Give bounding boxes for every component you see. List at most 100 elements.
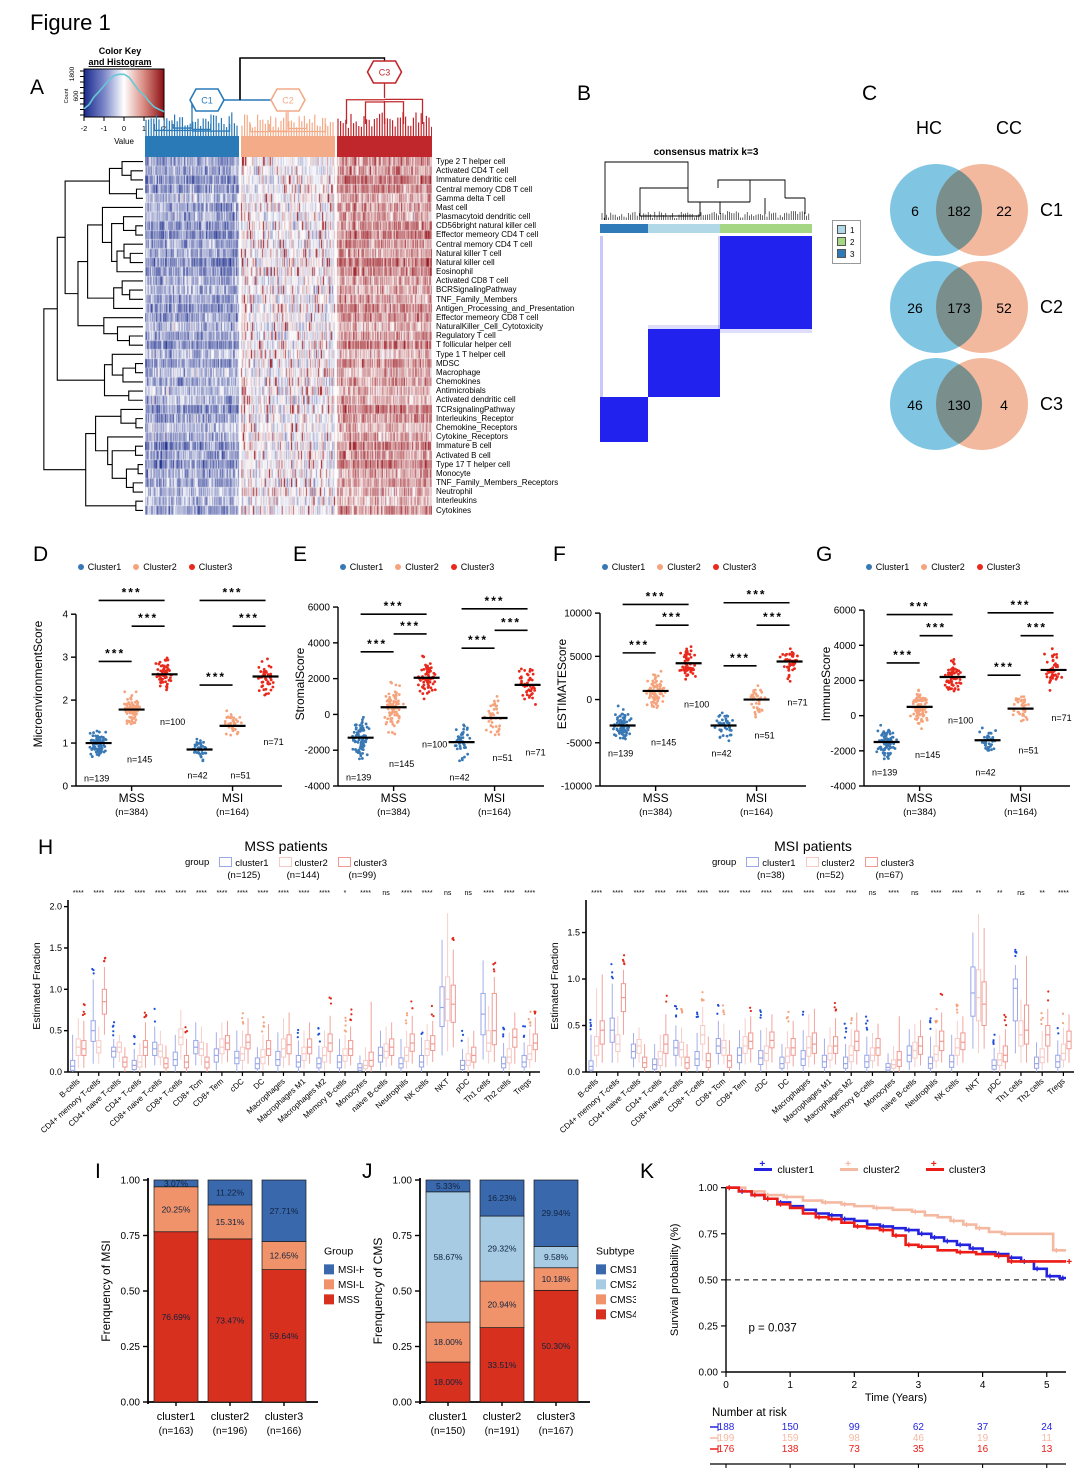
legend-title: group <box>711 857 737 868</box>
heatmap-row-label: Antigen_Processing_and_Presentation <box>436 303 575 313</box>
svg-text:****: **** <box>782 890 793 897</box>
svg-text:****: **** <box>155 890 166 897</box>
svg-text:4: 4 <box>980 1380 986 1391</box>
venn-left-count: 46 <box>907 397 923 413</box>
legend-label: Cluster2 <box>405 562 439 572</box>
svg-text:***: *** <box>1011 598 1031 612</box>
panel-label-b: B <box>577 82 592 105</box>
svg-text:***: *** <box>730 651 750 665</box>
jitter-panel-g: Cluster1 Cluster2 Cluster3 -4000 -2000 0 2000 4… <box>818 562 1074 829</box>
svg-text:-2000: -2000 <box>830 746 856 757</box>
consensus-block <box>717 236 720 329</box>
svg-text:18.00%: 18.00% <box>434 1377 463 1387</box>
svg-text:13: 13 <box>1041 1444 1053 1455</box>
svg-text:19: 19 <box>977 1433 989 1444</box>
svg-text:****: **** <box>504 890 515 897</box>
svg-text:9.58%: 9.58% <box>544 1252 569 1262</box>
svg-text:ns: ns <box>444 890 452 897</box>
legend-label: 2 <box>850 238 855 247</box>
svg-text:****: **** <box>360 890 371 897</box>
svg-text:n=51: n=51 <box>1018 745 1038 755</box>
svg-text:4000: 4000 <box>308 638 331 649</box>
svg-text:37: 37 <box>977 1422 989 1433</box>
svg-text:****: **** <box>931 890 942 897</box>
svg-text:-5000: -5000 <box>566 738 592 749</box>
svg-text:MicroenvironmentScore: MicroenvironmentScore <box>31 620 45 747</box>
svg-text:0.75: 0.75 <box>393 1231 413 1242</box>
svg-text:15.31%: 15.31% <box>216 1217 245 1227</box>
legend-n: (n=144) <box>286 869 320 881</box>
venn-overlap-count: 130 <box>947 397 971 413</box>
svg-text:0.50: 0.50 <box>393 1287 413 1298</box>
svg-text:(n=163): (n=163) <box>159 1426 194 1437</box>
venn-row-label: C1 <box>1040 200 1064 220</box>
svg-text:1.0: 1.0 <box>567 974 580 984</box>
svg-text:Value: Value <box>114 137 134 146</box>
svg-text:(n=164): (n=164) <box>216 807 249 818</box>
svg-text:(n=164): (n=164) <box>1004 807 1037 818</box>
svg-text:****: **** <box>422 890 433 897</box>
svg-text:Count: Count <box>64 88 70 103</box>
legend-dot <box>657 564 664 570</box>
heatmap-row-label: Eosinophil <box>436 267 473 277</box>
svg-text:n=100: n=100 <box>948 716 973 726</box>
svg-text:0.75: 0.75 <box>699 1229 719 1240</box>
consensus-dendrogram <box>601 161 810 220</box>
svg-text:73.47%: 73.47% <box>216 1315 245 1325</box>
svg-text:****: **** <box>278 890 289 897</box>
heatmap-row-label: Mast cell <box>436 202 468 212</box>
column-dendrogram: C1 C2 C3 <box>145 57 432 157</box>
legend-label: Cluster1 <box>611 562 646 572</box>
svg-text:(n=196): (n=196) <box>213 1426 248 1437</box>
svg-text:***: *** <box>629 638 649 652</box>
svg-text:n=71: n=71 <box>787 698 807 708</box>
legend-line <box>925 1159 944 1171</box>
jitter-panel-d: Cluster1 Cluster2 Cluster3 0 1 2 3 4 Microenviro… <box>30 562 286 829</box>
svg-text:ns: ns <box>869 890 877 897</box>
consensus-block <box>719 236 812 329</box>
svg-text:-2: -2 <box>81 124 88 133</box>
legend-label: Cluster3 <box>460 562 495 572</box>
venn-circle <box>936 164 1028 256</box>
svg-text:****: **** <box>114 890 125 897</box>
svg-text:1: 1 <box>142 124 146 133</box>
svg-text:n=139: n=139 <box>608 749 633 759</box>
svg-text:C3: C3 <box>379 68 391 78</box>
svg-text:***: *** <box>646 589 666 603</box>
svg-text:n=145: n=145 <box>389 759 414 769</box>
svg-text:cluster2: cluster2 <box>211 1411 250 1423</box>
svg-text:****: **** <box>803 890 814 897</box>
heatmap-row-label: Macrophage <box>436 367 481 377</box>
legend-dot <box>601 564 608 570</box>
legend-box-glyph <box>746 857 760 867</box>
svg-text:199: 199 <box>718 1433 735 1444</box>
heatmap-row-label: Regulatory T cell <box>436 331 496 341</box>
svg-text:****: **** <box>761 890 772 897</box>
svg-text:Tregs: Tregs <box>512 1077 533 1097</box>
svg-text:CMS1: CMS1 <box>610 1265 636 1276</box>
survival-panel: cluster1 cluster2 cluster3 0.00 0.25 0.50 0.75… <box>660 1159 1080 1468</box>
svg-text:2000: 2000 <box>834 676 857 687</box>
svg-text:6000: 6000 <box>308 603 331 614</box>
svg-text:n=51: n=51 <box>230 771 250 781</box>
consensus-block <box>600 396 648 442</box>
legend-label: cluster1 <box>235 858 269 869</box>
heatmap-row-label: CD56bright natural killer cell <box>436 221 537 231</box>
svg-text:***: *** <box>763 610 783 624</box>
panel-label-i: I <box>95 1160 101 1183</box>
svg-text:***: *** <box>138 611 158 625</box>
svg-text:5: 5 <box>1044 1380 1050 1391</box>
svg-text:MSI: MSI <box>1010 791 1031 805</box>
svg-text:****: **** <box>846 890 857 897</box>
venn-circle <box>936 358 1028 450</box>
svg-text:****: **** <box>73 890 84 897</box>
svg-text:CMS3: CMS3 <box>610 1295 636 1306</box>
svg-text:MSS: MSS <box>338 1295 360 1306</box>
panel-label-c: C <box>862 82 878 105</box>
svg-text:***: *** <box>485 594 505 608</box>
svg-text:n=71: n=71 <box>525 748 545 758</box>
svg-text:(n=166): (n=166) <box>267 1426 302 1437</box>
svg-text:DC: DC <box>776 1076 791 1091</box>
svg-text:29.94%: 29.94% <box>542 1208 571 1218</box>
